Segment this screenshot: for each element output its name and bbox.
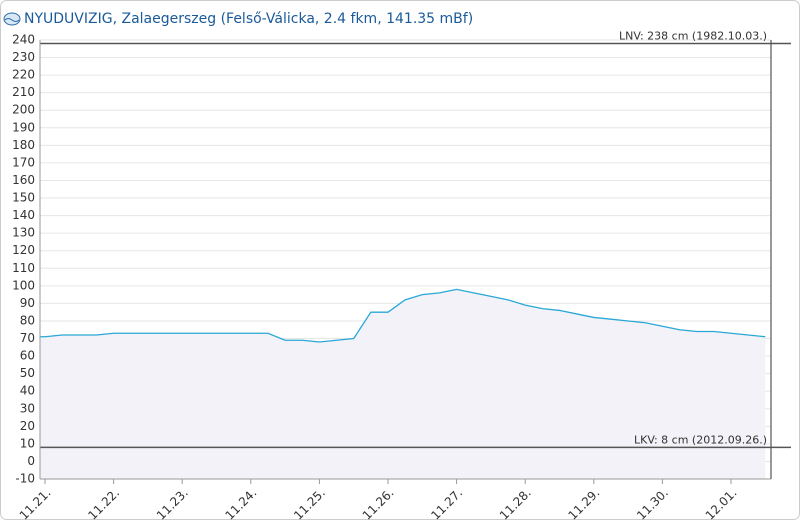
y-tick-label: 140 [12, 208, 35, 222]
y-tick-label: 40 [20, 384, 35, 398]
y-tick-label: 130 [12, 226, 35, 240]
y-tick-label: 80 [20, 313, 35, 327]
y-tick-label: 0 [27, 454, 35, 468]
reference-label: LNV: 238 cm (1982.10.03.) [619, 30, 767, 43]
y-tick-label: 60 [20, 349, 35, 363]
y-tick-label: 220 [12, 68, 35, 82]
y-tick-label: 180 [12, 138, 35, 152]
y-tick-label: 160 [12, 173, 35, 187]
y-tick-label: 120 [12, 243, 35, 257]
y-tick-label: 20 [20, 419, 35, 433]
y-tick-label: 30 [20, 401, 35, 415]
area [40, 289, 766, 479]
y-tick-label: 230 [12, 50, 35, 64]
logo [3, 12, 21, 26]
chart-title: NYUDUVIZIG, Zalaegerszeg (Felső-Válicka,… [24, 11, 473, 27]
reference-label: LKV: 8 cm (2012.09.26.) [634, 433, 767, 446]
y-tick-label: 190 [12, 120, 35, 134]
y-tick-label: 170 [12, 155, 35, 169]
y-tick-label: 150 [12, 191, 35, 205]
y-tick-label: 110 [12, 261, 35, 275]
y-tick-label: 210 [12, 85, 35, 99]
y-tick-label: 50 [20, 366, 35, 380]
y-tick-label: 70 [20, 331, 35, 345]
y-tick-label: 10 [20, 436, 35, 450]
line [40, 288, 766, 343]
y-tick-label: 90 [20, 296, 35, 310]
y-tick-label: 240 [12, 33, 35, 47]
y-tick-label: -10 [15, 472, 35, 486]
y-tick-label: 100 [12, 278, 35, 292]
y-tick-label: 200 [12, 103, 35, 117]
